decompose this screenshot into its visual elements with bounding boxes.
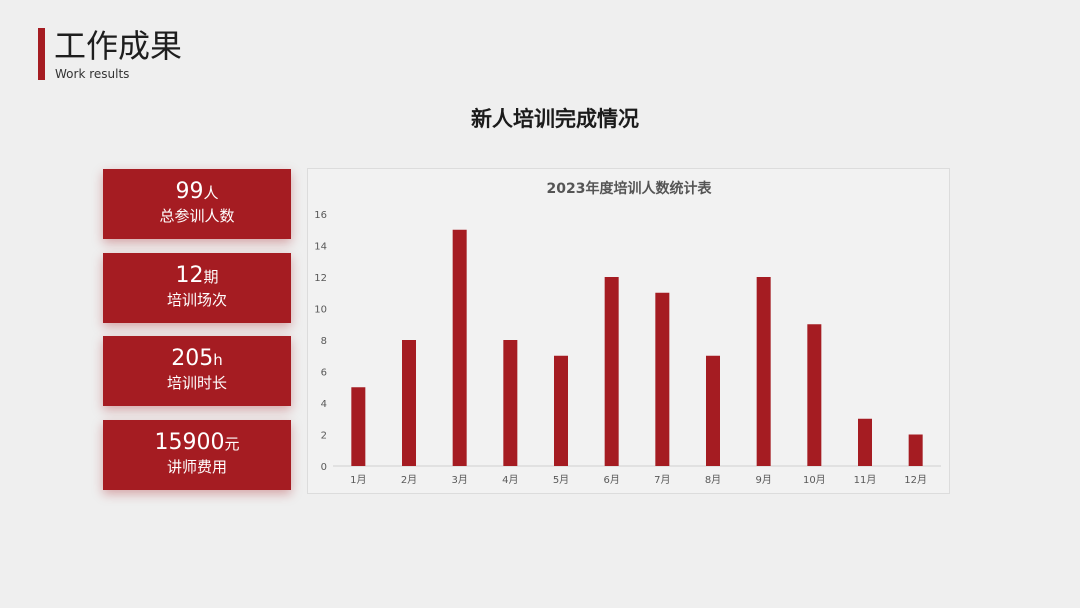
page-subtitle: Work results: [55, 67, 130, 81]
bar: [807, 324, 822, 466]
x-tick-label: 10月: [803, 474, 826, 486]
y-tick-label: 4: [321, 399, 327, 410]
stat-value: 12期: [103, 263, 291, 290]
y-tick-label: 12: [314, 273, 327, 284]
stat-unit: 元: [224, 435, 240, 453]
bar: [706, 355, 720, 466]
section-title: 新人培训完成情况: [471, 107, 639, 131]
stat-value: 205h: [103, 346, 291, 373]
x-tick-label: 7月: [654, 474, 670, 486]
stat-label: 总参训人数: [159, 207, 235, 225]
stat-card-duration: 205h 培训时长: [103, 336, 291, 406]
y-tick-label: 2: [321, 431, 327, 442]
bar-chart-panel: 2023年度培训人数统计表 0 2 4 6 8 10 12 14 16 1月 2月 3月 4月 5月 6月 7…: [307, 168, 950, 494]
x-tick-label: 2月: [401, 474, 417, 486]
y-tick-label: 8: [321, 336, 327, 347]
x-tick-label: 1月: [350, 474, 366, 486]
x-tick-label: 12月: [904, 474, 927, 486]
y-tick-label: 0: [321, 462, 327, 473]
x-tick-label: 9月: [755, 474, 771, 486]
stat-value: 15900元: [103, 430, 291, 457]
bar: [604, 277, 619, 466]
x-tick-label: 5月: [553, 474, 569, 486]
stat-number: 15900: [154, 430, 225, 455]
stat-label: 培训时长: [166, 374, 227, 392]
y-tick-label: 14: [314, 242, 327, 253]
title-accent-bar: [38, 28, 45, 80]
x-tick-label: 8月: [705, 474, 721, 486]
bar: [452, 229, 467, 466]
stat-card-cost: 15900元 讲师费用: [103, 420, 291, 490]
stat-value: 99人: [103, 179, 291, 206]
stat-number: 205: [171, 346, 214, 371]
bar: [655, 292, 670, 466]
bar: [858, 418, 872, 466]
stat-number: 99: [175, 179, 204, 204]
bar: [402, 340, 416, 466]
stat-unit: h: [213, 351, 223, 369]
x-tick-label: 11月: [854, 474, 877, 486]
stat-unit: 期: [203, 268, 219, 286]
bar: [756, 277, 771, 466]
bar: [351, 387, 366, 466]
stat-card-participants: 99人 总参训人数: [103, 169, 291, 239]
y-tick-label: 6: [321, 368, 327, 379]
bar: [554, 355, 568, 466]
stat-unit: 人: [203, 184, 219, 202]
stat-label: 培训场次: [166, 291, 227, 309]
chart-title: 2023年度培训人数统计表: [547, 180, 713, 197]
x-tick-label: 6月: [603, 474, 619, 486]
y-tick-label: 16: [314, 210, 327, 221]
page-title: 工作成果: [54, 27, 183, 65]
stat-label: 讲师费用: [166, 458, 227, 476]
x-tick-label: 3月: [451, 474, 467, 486]
stat-card-sessions: 12期 培训场次: [103, 253, 291, 323]
y-tick-label: 10: [314, 305, 327, 316]
x-tick-label: 4月: [502, 474, 518, 486]
stat-number: 12: [175, 263, 204, 288]
bar: [503, 340, 518, 466]
bar-chart: 2023年度培训人数统计表 0 2 4 6 8 10 12 14 16 1月 2月 3月 4月 5月 6月 7…: [314, 180, 941, 486]
bar: [908, 434, 923, 466]
